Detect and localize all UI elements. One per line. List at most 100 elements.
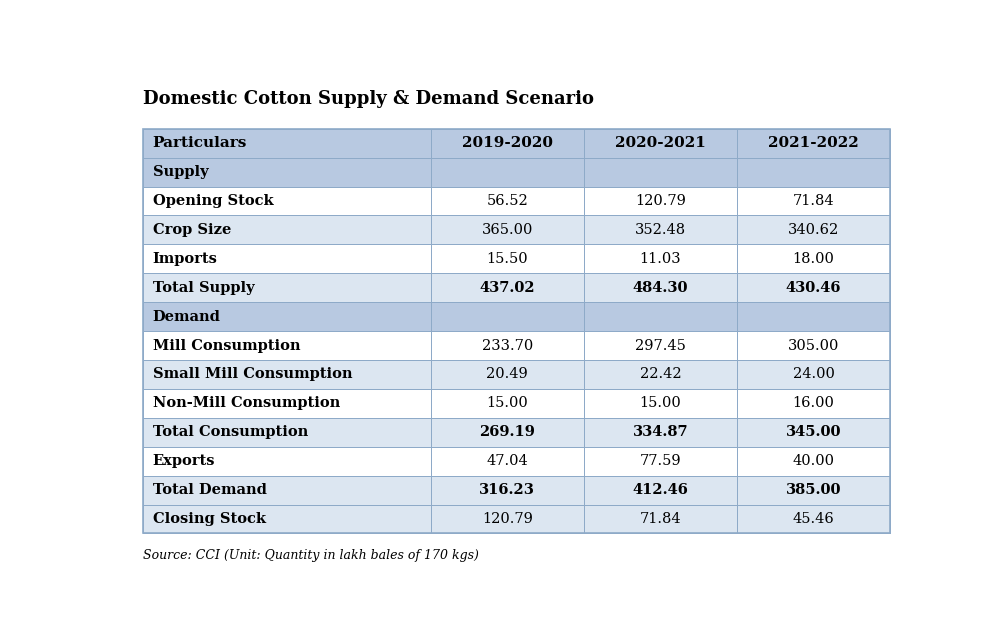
Text: 352.48: 352.48 bbox=[635, 223, 685, 237]
Text: 71.84: 71.84 bbox=[639, 512, 681, 526]
Bar bbox=[430, 504, 584, 533]
Text: Imports: Imports bbox=[152, 252, 218, 266]
Text: 334.87: 334.87 bbox=[633, 425, 688, 439]
Bar bbox=[143, 418, 430, 447]
Text: 297.45: 297.45 bbox=[635, 338, 685, 353]
Bar bbox=[737, 215, 890, 244]
Text: Source: CCI (Unit: Quantity in lakh bales of 170 kgs): Source: CCI (Unit: Quantity in lakh bale… bbox=[143, 549, 479, 562]
Bar bbox=[143, 389, 430, 418]
Bar bbox=[143, 129, 430, 158]
Bar bbox=[584, 244, 737, 273]
Bar bbox=[143, 302, 430, 331]
Text: 120.79: 120.79 bbox=[635, 194, 685, 208]
Bar bbox=[737, 302, 890, 331]
Text: Particulars: Particulars bbox=[152, 136, 247, 150]
Bar bbox=[430, 360, 584, 389]
Text: Opening Stock: Opening Stock bbox=[152, 194, 273, 208]
Text: Domestic Cotton Supply & Demand Scenario: Domestic Cotton Supply & Demand Scenario bbox=[143, 90, 594, 108]
Text: 24.00: 24.00 bbox=[792, 367, 835, 381]
Text: 2019-2020: 2019-2020 bbox=[462, 136, 552, 150]
Text: 437.02: 437.02 bbox=[480, 281, 535, 295]
Text: 345.00: 345.00 bbox=[785, 425, 842, 439]
Bar bbox=[430, 447, 584, 476]
Bar bbox=[584, 418, 737, 447]
Bar bbox=[143, 129, 890, 533]
Text: 430.46: 430.46 bbox=[785, 281, 842, 295]
Text: 22.42: 22.42 bbox=[639, 367, 681, 381]
Bar bbox=[430, 273, 584, 302]
Bar bbox=[430, 302, 584, 331]
Text: 233.70: 233.70 bbox=[482, 338, 533, 353]
Bar bbox=[584, 504, 737, 533]
Bar bbox=[737, 447, 890, 476]
Text: Total Supply: Total Supply bbox=[152, 281, 254, 295]
Bar bbox=[584, 302, 737, 331]
Text: 11.03: 11.03 bbox=[639, 252, 681, 266]
Text: 40.00: 40.00 bbox=[792, 454, 835, 468]
Bar bbox=[584, 476, 737, 504]
Bar bbox=[584, 447, 737, 476]
Bar bbox=[430, 187, 584, 215]
Bar bbox=[430, 158, 584, 187]
Text: 340.62: 340.62 bbox=[788, 223, 839, 237]
Text: 18.00: 18.00 bbox=[792, 252, 835, 266]
Text: 15.00: 15.00 bbox=[487, 396, 528, 410]
Text: Crop Size: Crop Size bbox=[152, 223, 231, 237]
Text: 2021-2022: 2021-2022 bbox=[768, 136, 859, 150]
Bar bbox=[737, 331, 890, 360]
Bar bbox=[143, 158, 430, 187]
Bar bbox=[737, 158, 890, 187]
Bar bbox=[143, 215, 430, 244]
Bar bbox=[584, 158, 737, 187]
Bar bbox=[737, 244, 890, 273]
Bar bbox=[584, 215, 737, 244]
Text: Demand: Demand bbox=[152, 310, 221, 324]
Text: 316.23: 316.23 bbox=[480, 483, 535, 497]
Text: Supply: Supply bbox=[152, 165, 209, 179]
Bar bbox=[430, 418, 584, 447]
Text: 56.52: 56.52 bbox=[487, 194, 528, 208]
Text: Mill Consumption: Mill Consumption bbox=[152, 338, 300, 353]
Bar bbox=[143, 360, 430, 389]
Bar bbox=[737, 129, 890, 158]
Text: 412.46: 412.46 bbox=[632, 483, 688, 497]
Text: Non-Mill Consumption: Non-Mill Consumption bbox=[152, 396, 340, 410]
Text: Total Demand: Total Demand bbox=[152, 483, 266, 497]
Bar bbox=[584, 129, 737, 158]
Text: 77.59: 77.59 bbox=[639, 454, 681, 468]
Bar bbox=[584, 331, 737, 360]
Text: 15.50: 15.50 bbox=[487, 252, 528, 266]
Bar bbox=[143, 273, 430, 302]
Bar bbox=[737, 273, 890, 302]
Text: 305.00: 305.00 bbox=[788, 338, 839, 353]
Text: Exports: Exports bbox=[152, 454, 215, 468]
Text: Closing Stock: Closing Stock bbox=[152, 512, 265, 526]
Text: 16.00: 16.00 bbox=[792, 396, 835, 410]
Text: 45.46: 45.46 bbox=[792, 512, 835, 526]
Bar bbox=[737, 418, 890, 447]
Text: 47.04: 47.04 bbox=[487, 454, 528, 468]
Bar bbox=[737, 504, 890, 533]
Bar bbox=[143, 187, 430, 215]
Bar bbox=[737, 187, 890, 215]
Bar bbox=[143, 331, 430, 360]
Text: 365.00: 365.00 bbox=[482, 223, 533, 237]
Bar bbox=[584, 389, 737, 418]
Bar bbox=[737, 360, 890, 389]
Bar bbox=[584, 273, 737, 302]
Text: 120.79: 120.79 bbox=[482, 512, 532, 526]
Text: 20.49: 20.49 bbox=[487, 367, 528, 381]
Bar bbox=[584, 360, 737, 389]
Text: 71.84: 71.84 bbox=[792, 194, 835, 208]
Text: 2020-2021: 2020-2021 bbox=[615, 136, 706, 150]
Bar bbox=[584, 187, 737, 215]
Text: Small Mill Consumption: Small Mill Consumption bbox=[152, 367, 352, 381]
Bar bbox=[737, 389, 890, 418]
Bar bbox=[430, 476, 584, 504]
Text: 385.00: 385.00 bbox=[785, 483, 842, 497]
Bar bbox=[430, 244, 584, 273]
Bar bbox=[430, 215, 584, 244]
Bar bbox=[143, 476, 430, 504]
Bar bbox=[143, 244, 430, 273]
Bar bbox=[143, 447, 430, 476]
